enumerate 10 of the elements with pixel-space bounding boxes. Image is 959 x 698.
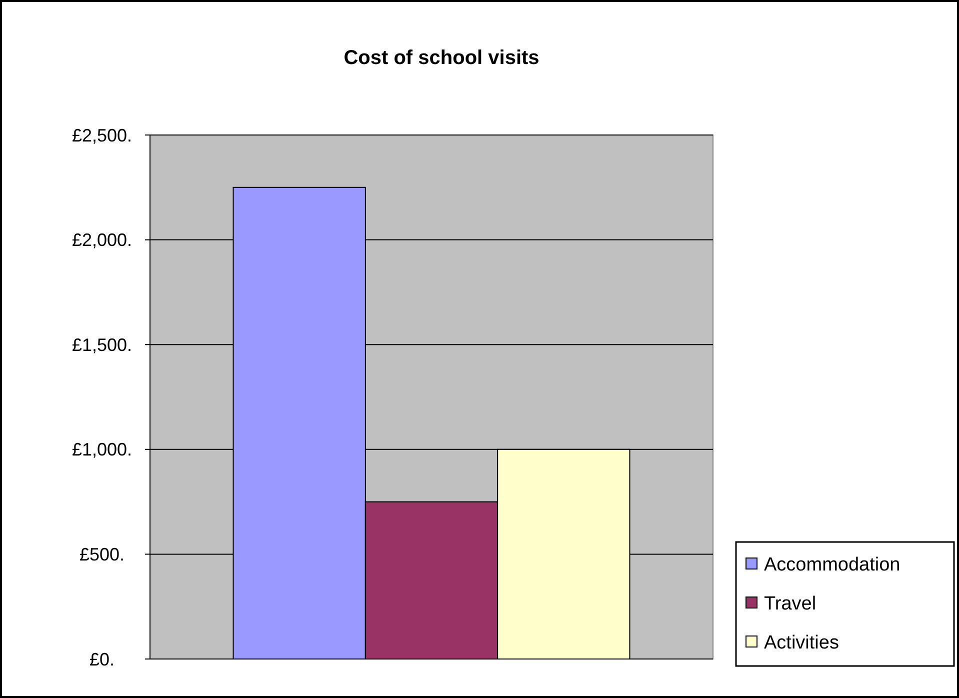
y-tick-label: £2,000.	[72, 230, 132, 250]
y-tick-label: £2,500.	[72, 125, 132, 146]
y-tick-label: £1,000.	[72, 440, 132, 460]
legend-label: Accommodation	[764, 554, 900, 576]
chart-title: Cost of school visits	[344, 47, 540, 69]
y-tick-label: £500.	[79, 544, 125, 564]
y-tick-label: £0.	[89, 649, 115, 670]
y-tick-label: £1,500.	[72, 334, 132, 355]
legend-label: Travel	[764, 594, 816, 615]
legend-label: Activities	[764, 632, 839, 654]
